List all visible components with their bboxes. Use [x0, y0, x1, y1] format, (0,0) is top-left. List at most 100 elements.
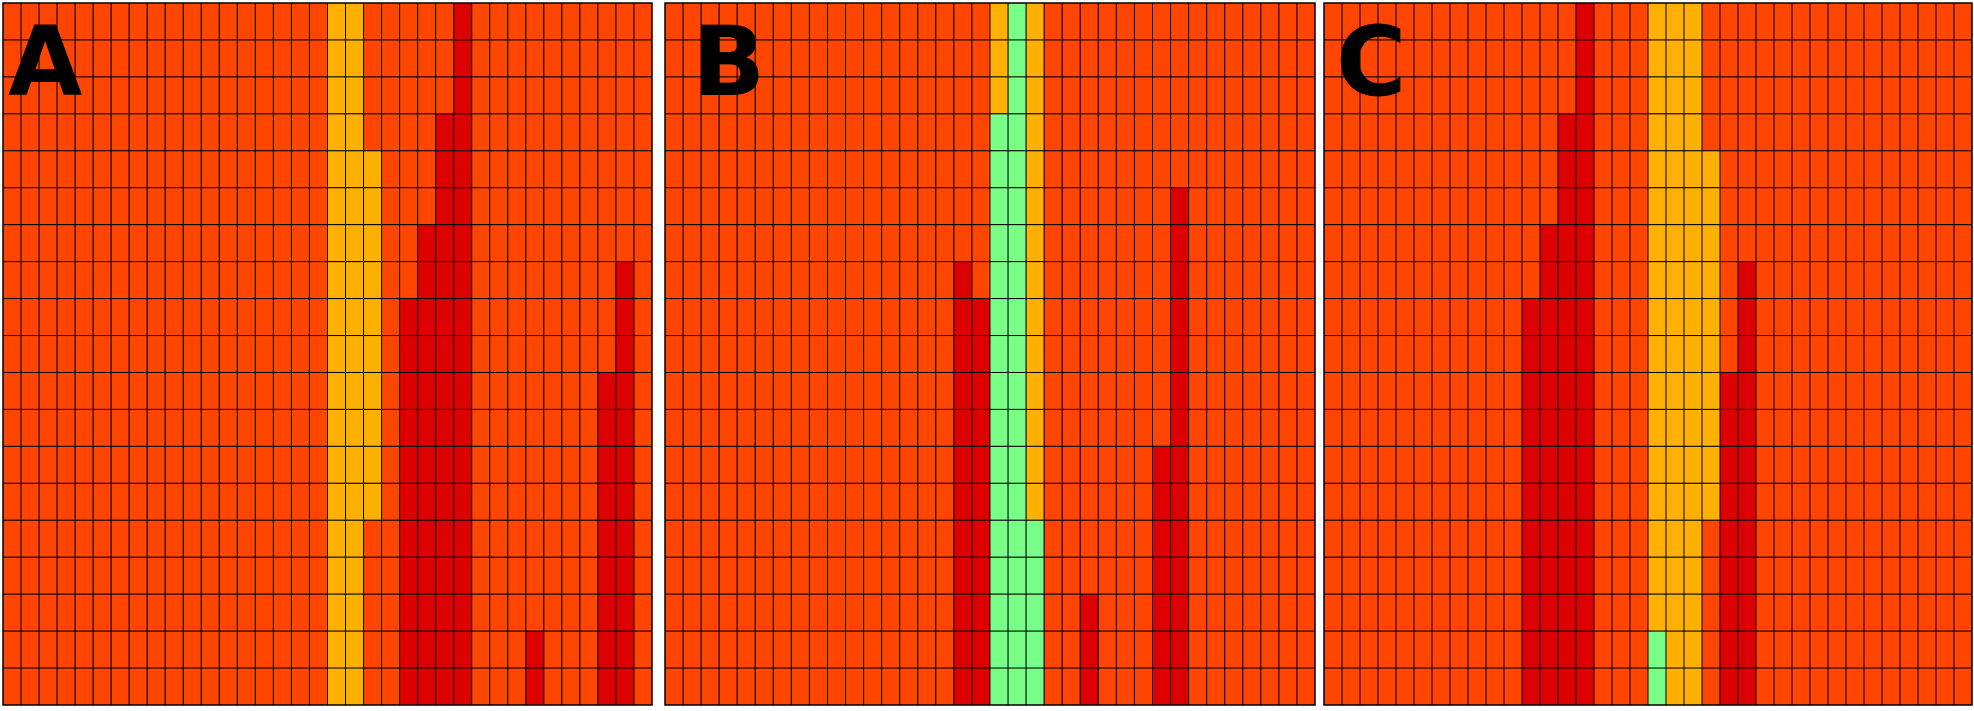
cell-base [272, 39, 292, 78]
cell-base [682, 408, 702, 447]
cell-base [308, 150, 329, 189]
cell-base [218, 39, 238, 78]
cell-base [525, 445, 545, 484]
cell-red [417, 667, 437, 706]
cell-base [845, 371, 865, 410]
cell-base [1953, 2, 1973, 41]
cell-base [1260, 519, 1280, 558]
cell-red [1575, 261, 1595, 300]
cell-base [56, 335, 76, 373]
cell-base [272, 371, 292, 410]
cell-base [1097, 593, 1117, 632]
cell-red [1539, 408, 1559, 447]
cell-base [808, 187, 829, 226]
cell-base [1773, 519, 1793, 558]
cell-base [1115, 593, 1135, 632]
cell-base [917, 187, 937, 226]
cell-base [1341, 113, 1361, 152]
cell-base [1224, 224, 1244, 263]
cell-base [718, 298, 738, 337]
panel-b: B [664, 2, 1316, 706]
cell-base [790, 39, 810, 78]
cell-red [1170, 667, 1190, 706]
cell-green [1007, 482, 1027, 521]
cell-base [881, 630, 901, 669]
cell-base [899, 519, 919, 558]
cell-base [1485, 261, 1505, 300]
cell-base [363, 2, 383, 41]
cell-base [1206, 76, 1226, 115]
cell-base [1133, 482, 1153, 521]
cell-red [597, 630, 617, 669]
cell-base [1503, 76, 1523, 115]
cell-base [1611, 371, 1631, 410]
cell-base [664, 556, 684, 595]
cell-base [182, 445, 202, 484]
cell-red [1557, 224, 1577, 263]
cell-base [1188, 482, 1208, 521]
cell-red [971, 556, 991, 595]
cell-base [1115, 408, 1135, 447]
cell-base [1152, 408, 1172, 447]
cell-base [1431, 667, 1451, 706]
cell-base [1755, 187, 1775, 226]
cell-amber [1665, 39, 1685, 78]
cell-red [399, 630, 419, 669]
cell-base [664, 261, 684, 300]
cell-base [1224, 556, 1244, 595]
cell-base [200, 408, 220, 447]
cell-base [507, 76, 527, 115]
cell-base [615, 76, 635, 115]
cell-red [453, 76, 473, 115]
cell-base [1395, 335, 1415, 373]
cell-base [1242, 298, 1262, 337]
cell-base [1485, 2, 1505, 41]
cell-base [1152, 298, 1172, 337]
cell-base [254, 630, 274, 669]
cell-base [1755, 298, 1775, 337]
cell-green [1007, 2, 1027, 41]
cell-base [1899, 482, 1919, 521]
cell-base [1773, 556, 1793, 595]
cell-base [200, 261, 220, 300]
cell-base [254, 556, 274, 595]
cell-base [2, 187, 22, 226]
cell-base [1539, 76, 1559, 115]
cell-base [754, 482, 774, 521]
cell-base [1917, 593, 1937, 632]
cell-base [1809, 556, 1829, 595]
cell-base [1827, 408, 1847, 447]
cell-green [1007, 187, 1027, 226]
cell-base [218, 335, 238, 373]
cell-base [1242, 224, 1262, 263]
cell-base [1467, 445, 1487, 484]
cell-base [1079, 335, 1099, 373]
cell-base [682, 482, 702, 521]
cell-base [1188, 76, 1208, 115]
cell-base [1278, 335, 1298, 373]
cell-base [790, 261, 810, 300]
cell-base [182, 667, 202, 706]
cell-amber [1647, 482, 1667, 521]
cell-base [1881, 556, 1901, 595]
cell-base [507, 371, 527, 410]
cell-base [182, 593, 202, 632]
cell-red [435, 445, 455, 484]
cell-amber [345, 335, 365, 373]
cell-base [682, 371, 702, 410]
cell-base [146, 298, 166, 337]
cell-base [1611, 2, 1631, 41]
cell-base [1242, 39, 1262, 78]
cell-base [56, 187, 76, 226]
cell-base [1881, 298, 1901, 337]
cell-base [561, 445, 581, 484]
cell-amber [345, 445, 365, 484]
cell-base [736, 113, 756, 152]
cell-base [1395, 261, 1415, 300]
cell-amber [1701, 335, 1721, 373]
cell-amber [1647, 187, 1667, 226]
cell-base [1521, 76, 1541, 115]
cell-base [1206, 556, 1226, 595]
cell-base [1899, 667, 1919, 706]
cell-base [827, 593, 847, 632]
